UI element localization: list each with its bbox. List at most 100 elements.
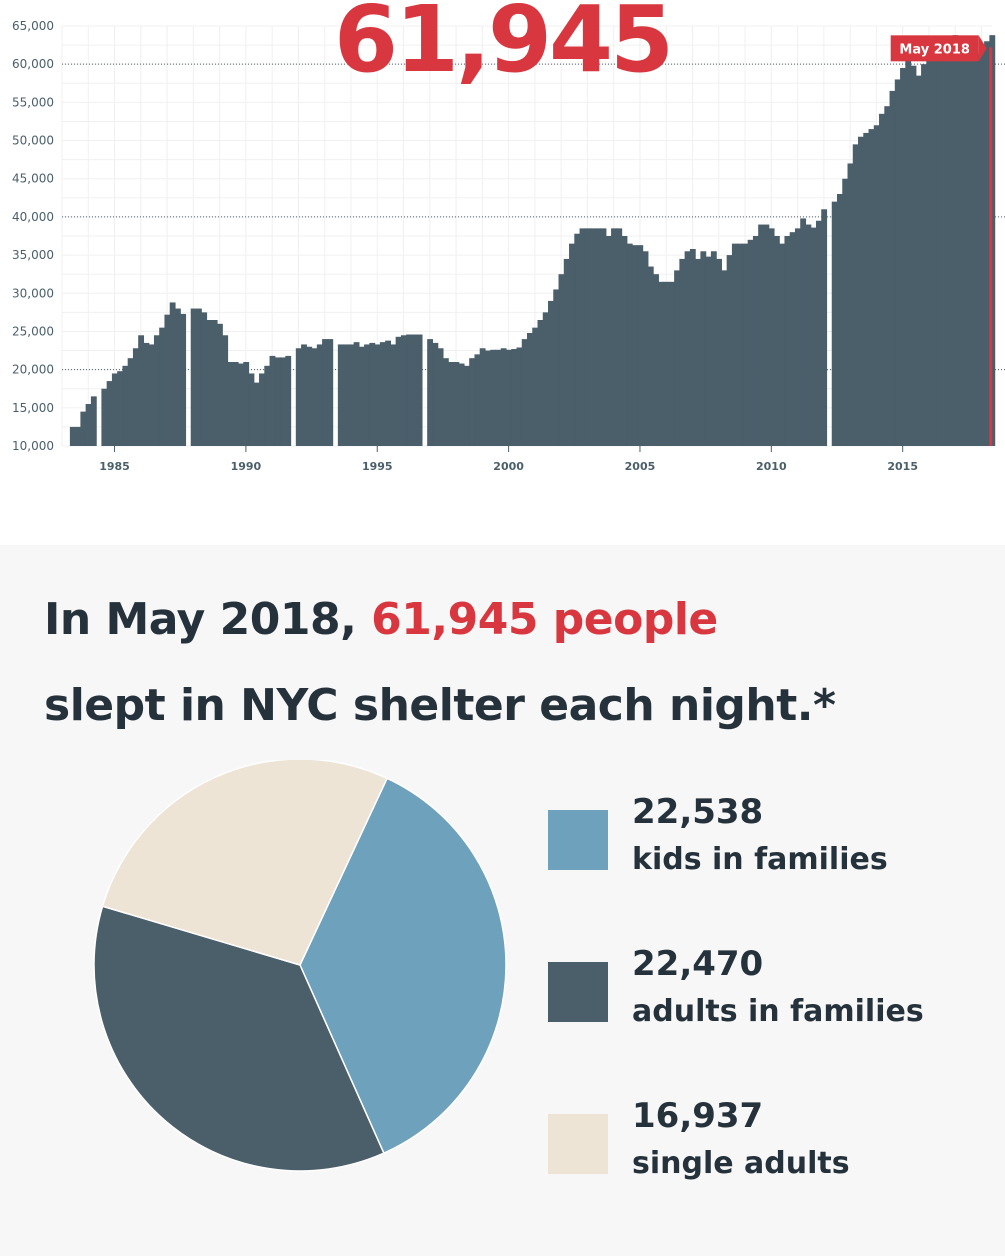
legend-value: 16,937 [632,1096,764,1136]
data-bar [957,39,964,446]
data-bar [111,373,118,446]
data-bar [195,308,202,446]
pie-slice [299,777,507,1155]
data-bar [574,233,581,446]
data-bar [358,346,365,446]
data-bar [831,201,838,446]
data-bar [742,243,749,446]
data-bar [411,334,418,446]
data-bar [910,65,917,446]
x-tick-label: 1990 [231,460,262,473]
y-tick-label: 45,000 [12,172,54,186]
data-bar [353,342,360,446]
data-bar [248,373,255,446]
data-bar [684,251,691,446]
annotation-tag [890,35,979,62]
data-bar [689,248,696,446]
data-bar [117,371,124,446]
data-bar [106,381,113,446]
data-bar [605,236,612,446]
data-bar [852,144,859,446]
data-bar [553,289,560,446]
data-bar [973,54,980,446]
legend-label: kids in families [632,842,888,877]
data-bar [500,348,507,446]
data-bar [527,332,533,446]
data-bar [810,227,817,446]
data-bar [169,302,176,446]
data-bar [747,239,754,446]
data-bar [416,334,423,446]
y-tick-label: 60,000 [12,57,54,71]
data-bar [900,68,906,446]
y-tick-label: 30,000 [12,286,54,300]
data-bar [926,56,933,446]
data-bar [85,404,92,446]
data-bar [285,355,292,446]
data-bar [469,358,476,446]
data-bar [611,228,617,446]
x-tick-label: 2005 [625,460,656,473]
data-bar [127,358,134,446]
data-bar [80,411,87,446]
y-tick-label: 15,000 [12,401,54,415]
data-bar [731,243,738,446]
headline-highlight: 61,945 people [371,594,718,645]
big-number: 61,945 [333,0,674,93]
legend-swatch [548,962,608,1022]
data-bar [253,382,260,446]
data-bar [968,52,975,447]
y-tick-label: 40,000 [12,210,54,224]
area-chart: 10,000 15,000 20,000 25,000 30,000 35,000 40,0… [12,19,1005,473]
data-bar [400,335,407,446]
data-bar [264,365,271,446]
data-bar [327,339,334,446]
data-bar [721,270,728,446]
headline: In May 2018, 61,945 people slept in NYC … [44,577,984,749]
data-bar [395,336,402,446]
headline-part2: slept in NYC shelter each night.* [44,680,836,731]
data-bar [637,245,644,446]
data-bar [148,344,155,446]
data-bar [978,50,985,446]
data-bar [773,236,780,446]
data-bar [863,132,870,446]
data-bar [190,308,197,446]
data-bar [784,236,791,446]
data-bar [931,52,938,447]
data-bar [479,348,486,446]
data-bar [889,90,896,446]
data-bar [558,274,565,446]
headline-part1: In May 2018, [44,594,372,645]
data-bar [710,251,717,446]
data-bar [563,258,570,446]
data-bar [805,224,812,446]
data-bar [201,312,208,446]
data-bar [952,35,959,446]
data-bar [705,256,712,446]
data-bar [427,339,434,446]
x-tick-label: 2010 [756,460,787,473]
data-bar [101,388,108,446]
data-bar [390,344,397,446]
legend-item-kids: 22,538 kids in families [548,790,988,920]
data-bar [511,349,518,446]
data-bar [259,373,265,446]
data-bar [463,365,470,446]
data-bar [132,348,139,446]
x-tick-label: 2015 [887,460,918,473]
data-bar [942,48,948,447]
data-bar [679,258,686,446]
legend-value: 22,538 [632,792,764,832]
series-bars [69,35,996,447]
data-bar [752,236,759,446]
x-tick-label: 2000 [493,460,524,473]
legend-swatch [548,810,608,870]
data-bar [716,258,723,446]
data-bar [306,346,313,446]
data-bar [894,79,901,447]
data-bar [343,344,349,446]
data-bar [584,228,591,446]
data-bar [90,396,97,446]
data-bar [668,281,675,446]
